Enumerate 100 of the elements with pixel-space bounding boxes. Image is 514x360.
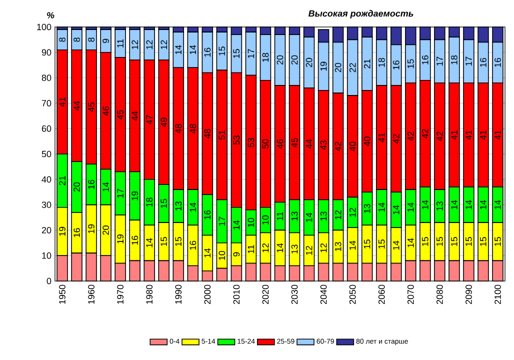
data-label: 13 [291,212,298,221]
data-label: 15 [422,237,428,246]
x-tick-label: 1990 [175,284,182,304]
y-axis-title: % [47,12,54,18]
data-label: 19 [320,62,327,71]
data-label: 41 [480,130,486,140]
data-label: 41 [378,132,385,142]
x-tick-label: 1980 [146,284,153,304]
data-label: 14 [494,200,501,210]
data-label: 48 [190,124,196,134]
data-label: 20 [276,55,284,65]
data-label: 40 [364,136,370,146]
data-label: 15 [364,240,370,248]
data-label: 14 [393,240,400,250]
x-tick-label: 2010 [233,284,240,304]
data-label: 10 [248,218,254,227]
x-tick-label: 2030 [291,284,298,304]
x-tick-label: 2000 [204,284,211,304]
data-label: 18 [262,52,269,62]
data-label: 42 [334,142,342,152]
data-label: 48 [175,124,182,134]
data-label: 42 [422,129,428,138]
x-tick-label: 2060 [378,284,385,304]
x-tick-label: 2020 [262,284,269,304]
data-label: 19 [117,234,124,244]
data-label: 42 [392,134,400,144]
data-label: 16 [392,60,400,70]
x-tick-label: 2080 [436,284,443,304]
data-label: 18 [451,55,458,64]
data-label: 45 [117,110,124,120]
x-tick-label: 2040 [320,284,327,304]
data-label: 13 [320,212,327,221]
data-label: 14 [393,205,400,214]
data-label: 15 [160,198,168,208]
data-label: 16 [480,58,486,67]
data-label: 17 [218,216,226,226]
y-tick-label: 100 [37,24,52,30]
data-label: 51 [218,130,226,140]
data-label: 11 [117,39,124,48]
data-label: 41 [494,130,501,140]
x-tick-label: 2090 [466,284,472,304]
data-label: 19 [132,191,138,200]
data-label: 48 [204,129,211,138]
data-label: 15 [218,46,226,56]
data-label: 13 [175,201,182,210]
y-tick-label: 80 [42,74,52,81]
data-label: 17 [466,56,472,66]
data-label: 44 [132,111,138,121]
data-label: 12 [320,243,327,252]
data-label: 46 [276,139,284,149]
data-label: 16 [204,210,211,220]
data-label: 14 [378,202,385,212]
data-label: 44 [74,101,80,111]
data-label: 19 [59,226,66,236]
data-label: 13 [364,204,370,213]
data-label: 12 [262,243,269,252]
data-label: 8 [74,38,80,42]
y-tick-label: 60 [42,125,52,132]
data-label: 16 [422,55,428,64]
y-tick-label: 0 [46,278,52,284]
data-label: 17 [436,56,443,66]
data-label: 14 [451,200,458,210]
data-label: 14 [408,202,414,212]
data-label: 14 [175,45,182,54]
y-tick-label: 70 [42,100,52,106]
data-label: 19 [88,224,94,234]
data-label: 18 [378,58,385,67]
data-label: 15 [480,237,486,246]
data-label: 16 [132,236,138,245]
y-tick-label: 30 [42,202,52,208]
data-label: 15 [408,59,414,68]
data-label: 21 [364,59,370,68]
data-label: 15 [494,237,501,246]
data-label: 12 [146,40,152,50]
data-label: 47 [146,115,152,124]
data-label: 46 [102,106,109,116]
x-tick-label: 2050 [349,284,356,304]
data-label: 20 [334,63,342,72]
x-tick-label: 2070 [407,284,414,304]
data-label: 14 [422,200,428,210]
data-label: 45 [291,138,298,148]
data-label: 9 [233,252,240,256]
data-label: 15 [466,237,472,246]
data-label: 15 [175,237,182,246]
data-label: 14 [276,243,284,252]
data-label: 14 [190,202,196,212]
data-label: 42 [408,132,414,141]
x-tick-label: 1970 [117,284,124,304]
data-label: 8 [88,38,94,42]
x-tick-label: 1960 [88,284,94,304]
data-label: 22 [349,63,356,72]
data-label: 15 [233,49,240,58]
data-label: 41 [59,97,66,107]
data-label: 42 [436,132,443,141]
data-label: 14 [190,45,196,54]
data-label: 12 [334,210,342,220]
data-label: 20 [306,58,312,68]
data-label: 9 [102,38,109,44]
data-label: 18 [146,198,153,207]
data-label: 10 [218,250,226,260]
